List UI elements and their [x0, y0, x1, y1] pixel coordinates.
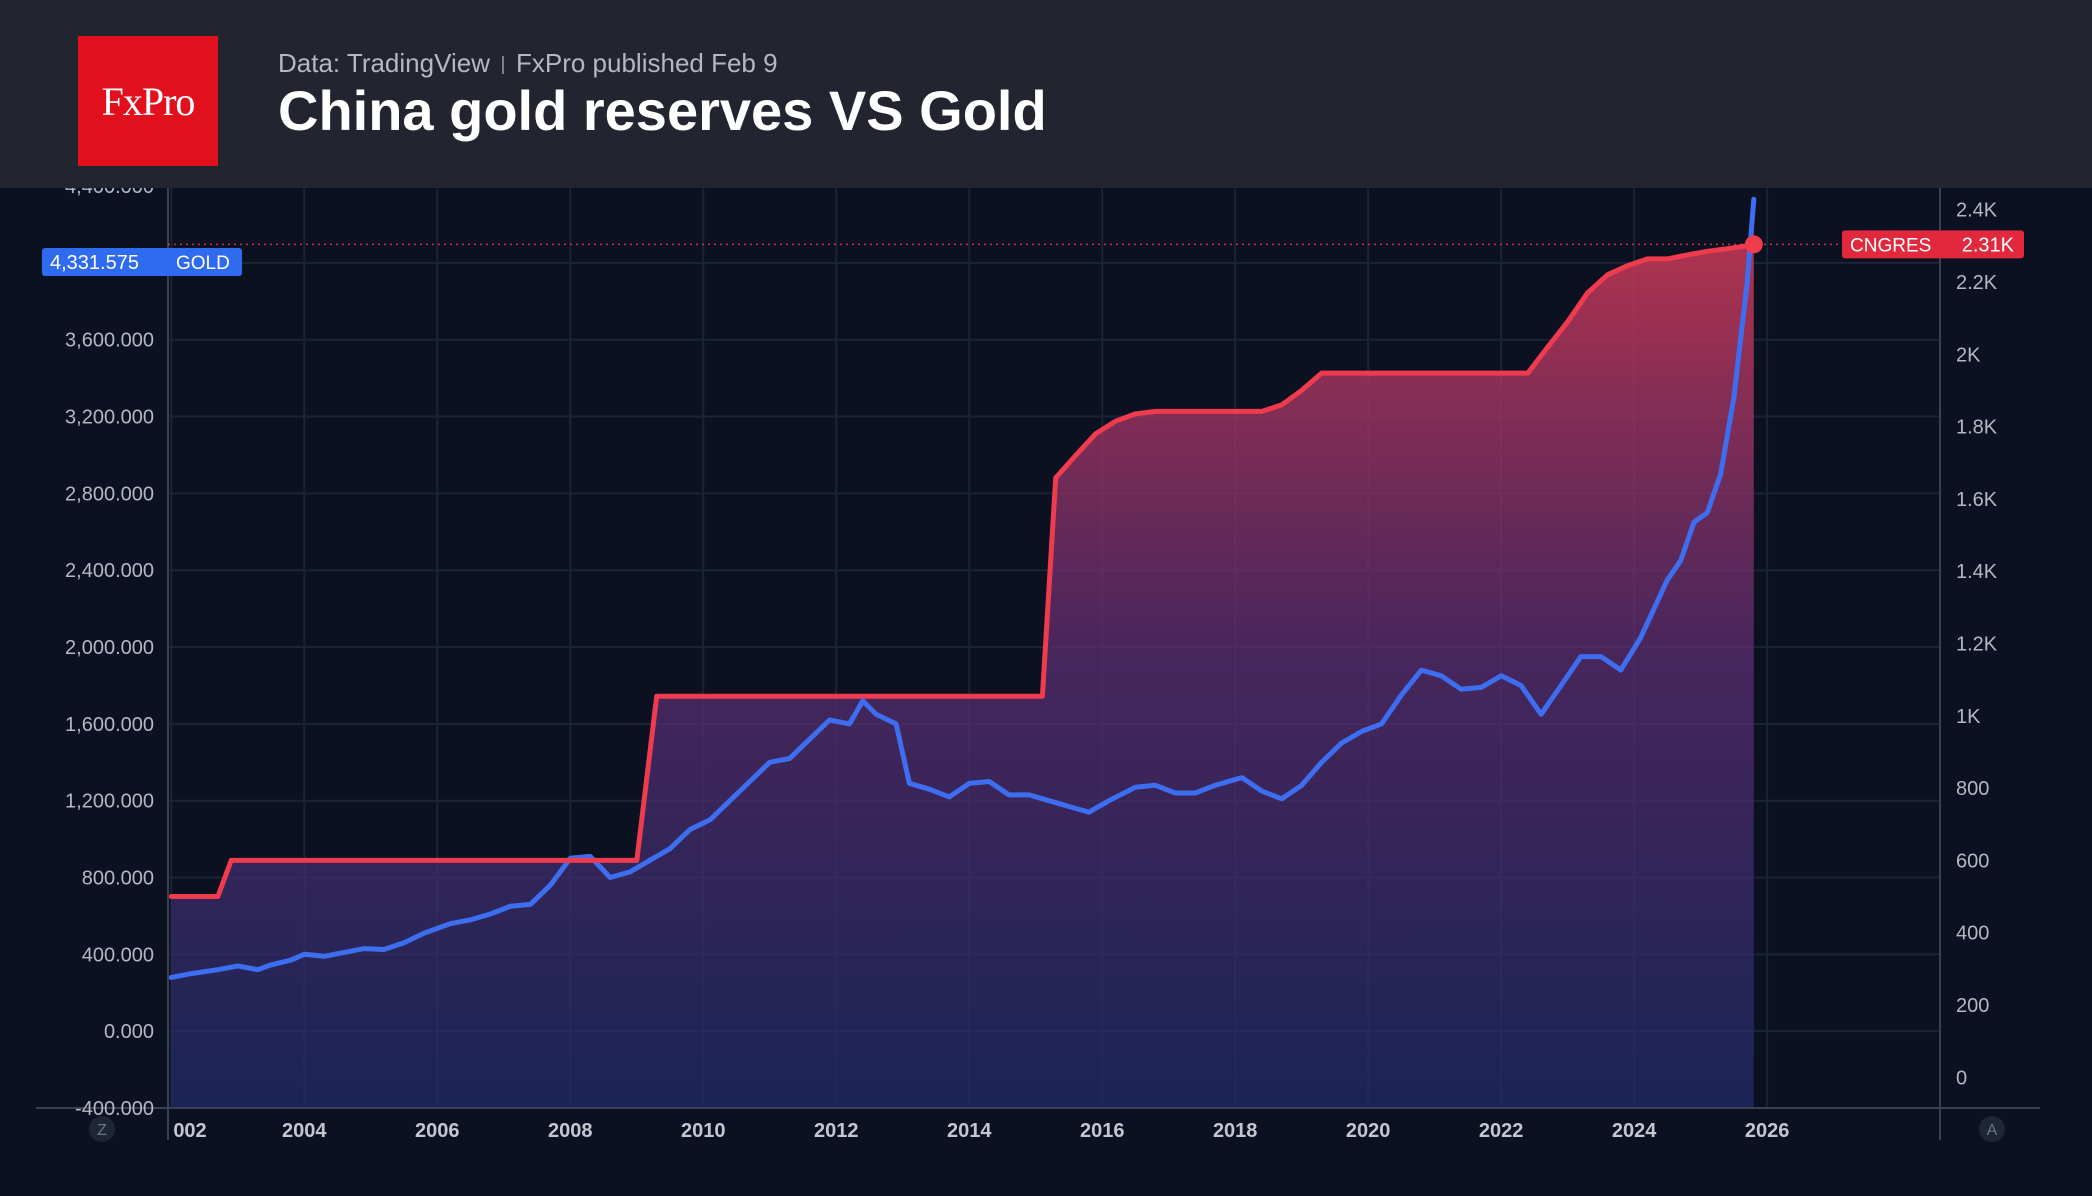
axes: 4,400.0004,000.0003,600.0003,200.0002,80…: [36, 188, 2040, 1142]
right-axis-tick-label: 800: [1956, 778, 1989, 800]
left-axis-tick-label: 1,600.000: [65, 714, 154, 736]
left-axis-tick-label: 3,600.000: [65, 330, 154, 352]
right-axis-tick-label: 2K: [1956, 344, 1981, 366]
right-axis-tick-label: 1.8K: [1956, 417, 1998, 439]
left-axis-tick-label: 4,400.000: [65, 188, 154, 198]
x-axis-tick-label: 002: [173, 1120, 206, 1142]
gold-value-tag: [42, 248, 242, 276]
left-axis-tick-label: 1,200.000: [65, 791, 154, 813]
cngres-series-name: CNGRES: [1850, 235, 1931, 256]
series-line-cngres: [168, 241, 1757, 899]
right-axis-tick-label: 1.4K: [1956, 561, 1998, 583]
x-axis-tick-label: 2024: [1612, 1120, 1657, 1142]
left-axis-tick-label: 0.000: [104, 1021, 154, 1043]
source-line: Data: TradingView FxPro published Feb 9: [278, 48, 778, 79]
right-axis-tick-label: 1K: [1956, 706, 1981, 728]
chart-title: China gold reserves VS Gold: [278, 79, 1047, 142]
x-axis-tick-label: 2026: [1745, 1120, 1790, 1142]
right-axis-tick-label: 600: [1956, 850, 1989, 872]
x-axis-tick-label: 2022: [1479, 1120, 1524, 1142]
plot-area: [168, 196, 1757, 1108]
x-axis-tick-label: 2016: [1080, 1120, 1125, 1142]
header-bar: FxPro Data: TradingView FxPro published F…: [0, 0, 2092, 188]
scale-button-right-label[interactable]: A: [1987, 1122, 1998, 1139]
left-axis-tick-label: 2,800.000: [65, 483, 154, 505]
x-axis-tick-label: 2014: [947, 1120, 992, 1142]
left-axis-tick-label: 2,400.000: [65, 560, 154, 582]
x-axis-tick-label: 2004: [282, 1120, 327, 1142]
auto-scale-button-left[interactable]: [89, 1116, 115, 1142]
right-axis-tick-label: 2.4K: [1956, 200, 1998, 222]
right-axis-tick-label: 2.2K: [1956, 272, 1998, 294]
x-axis-tick-label: 2010: [681, 1120, 726, 1142]
cngres-value-tag: [1842, 230, 2024, 259]
series-line-gold: [168, 196, 1757, 980]
fxpro-logo: FxPro: [78, 36, 218, 166]
separator: [501, 56, 504, 75]
area-fill: [171, 199, 1754, 1108]
chart: 4,400.0004,000.0003,600.0003,200.0002,80…: [0, 188, 2092, 1196]
right-axis-tick-label: 1.2K: [1956, 633, 1998, 655]
right-axis-tick-label: 200: [1956, 995, 1989, 1017]
logo-text: FxPro: [101, 78, 196, 124]
left-axis-tick-label: -400.000: [75, 1098, 154, 1120]
scale-button-left-label[interactable]: Z: [97, 1122, 107, 1139]
value-labels: 4,331.575 GOLD CNGRES 2.31K: [42, 230, 2024, 276]
left-axis-tick-label: 800.000: [82, 868, 154, 890]
published-date: FxPro published Feb 9: [515, 48, 778, 78]
x-axis-tick-label: 2012: [814, 1120, 859, 1142]
gold-series-name: GOLD: [176, 253, 230, 274]
right-axis-tick-label: 400: [1956, 923, 1989, 945]
data-source: Data: TradingView: [278, 48, 490, 78]
x-axis-tick-label: 2018: [1213, 1120, 1258, 1142]
x-axis-tick-label: 2008: [548, 1120, 593, 1142]
left-axis-tick-label: 400.000: [82, 944, 154, 966]
cngres-last-value: 2.31K: [1962, 234, 2015, 256]
right-axis-tick-label: 0: [1956, 1067, 1967, 1089]
auto-scale-button-right[interactable]: [1979, 1116, 2005, 1142]
gold-last-value: 4,331.575: [50, 252, 139, 274]
left-axis-tick-label: 3,200.000: [65, 407, 154, 429]
left-axis-tick-label: 2,000.000: [65, 637, 154, 659]
cngres-last-point: [1744, 235, 1763, 254]
x-axis-tick-label: 2006: [415, 1120, 460, 1142]
x-axis-tick-label: 2020: [1346, 1120, 1391, 1142]
right-axis-tick-label: 1.6K: [1956, 489, 1998, 511]
